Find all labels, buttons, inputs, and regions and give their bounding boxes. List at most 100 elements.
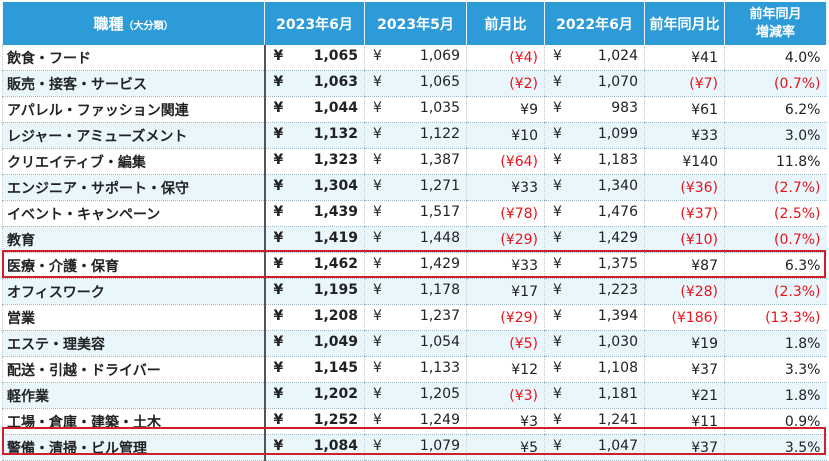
currency-symbol: ¥ xyxy=(553,386,562,402)
wage-value: 1,429 xyxy=(419,256,460,272)
currency-symbol: ¥ xyxy=(373,178,382,194)
yoy-rate-cell: (0.7%) xyxy=(724,226,827,253)
currency-symbol: ¥ xyxy=(553,204,562,220)
currency-symbol: ¥ xyxy=(553,412,562,428)
jun-2022-cell: ¥1,108 xyxy=(544,356,645,383)
yoy-rate-cell: 1.8% xyxy=(724,330,827,357)
currency-symbol: ¥ xyxy=(373,334,382,350)
may-2023-cell: ¥1,065 xyxy=(364,70,467,97)
currency-symbol: ¥ xyxy=(273,74,284,90)
wage-value: 1,030 xyxy=(597,334,638,350)
wage-value: 1,439 xyxy=(313,204,358,220)
jun-2023-cell: ¥1,304 xyxy=(263,174,365,201)
header-jun-2022: 2022年6月 xyxy=(544,2,645,45)
may-2023-cell: ¥1,178 xyxy=(364,278,467,305)
mom-cell: ¥9 xyxy=(466,96,545,123)
table-row: 医療・介護・保育 ¥1,462 ¥1,429 ¥33 ¥1,375 ¥87 6.3% xyxy=(2,252,827,279)
currency-symbol: ¥ xyxy=(553,230,562,246)
wage-value: 1,044 xyxy=(313,100,358,116)
mom-cell: ¥12 xyxy=(466,356,545,383)
wage-value: 1,024 xyxy=(597,48,638,64)
yoy-rate-cell: 3.0% xyxy=(724,122,827,149)
jun-2022-cell: ¥1,223 xyxy=(544,278,645,305)
currency-symbol: ¥ xyxy=(273,438,284,454)
wage-value: 1,223 xyxy=(597,282,638,298)
wage-value: 1,237 xyxy=(419,308,460,324)
table-row: 配送・引越・ドライバー ¥1,145 ¥1,133 ¥12 ¥1,108 ¥37 3.3% xyxy=(2,356,827,383)
wage-value: 1,084 xyxy=(313,438,358,454)
header-mom: 前月比 xyxy=(466,2,545,45)
category-cell: 工場・倉庫・建築・土木 xyxy=(2,408,265,435)
may-2023-cell: ¥1,205 xyxy=(364,382,467,409)
category-cell: 飲食・フード xyxy=(2,45,265,71)
currency-symbol: ¥ xyxy=(373,74,382,90)
jun-2023-cell: ¥1,208 xyxy=(263,304,365,331)
wage-value: 1,099 xyxy=(597,126,638,142)
jun-2023-cell: ¥1,195 xyxy=(263,278,365,305)
currency-symbol: ¥ xyxy=(273,256,284,272)
jun-2023-cell: ¥1,202 xyxy=(263,382,365,409)
jun-2023-cell: ¥1,419 xyxy=(263,226,365,253)
wage-value: 1,517 xyxy=(419,204,460,220)
yoy-cell: (¥10) xyxy=(644,226,725,253)
yoy-rate-cell: (2.7%) xyxy=(724,174,827,201)
currency-symbol: ¥ xyxy=(553,48,562,64)
jun-2022-cell: ¥1,024 xyxy=(544,45,645,71)
may-2023-cell: ¥1,133 xyxy=(364,356,467,383)
may-2023-cell: ¥1,249 xyxy=(364,408,467,435)
mom-cell: (¥29) xyxy=(466,304,545,331)
yoy-cell: ¥41 xyxy=(644,45,725,71)
wage-value: 1,079 xyxy=(419,438,460,454)
table-row: 営業 ¥1,208 ¥1,237 (¥29) ¥1,394 (¥186) (13.3%) xyxy=(2,304,827,331)
currency-symbol: ¥ xyxy=(553,334,562,350)
wage-value: 1,340 xyxy=(597,178,638,194)
currency-symbol: ¥ xyxy=(373,386,382,402)
wage-value: 1,419 xyxy=(313,230,358,246)
wage-value: 1,205 xyxy=(419,386,460,402)
category-cell: オフィスワーク xyxy=(2,278,265,305)
jun-2022-cell: ¥1,340 xyxy=(544,174,645,201)
wage-value: 1,202 xyxy=(313,386,358,402)
jun-2022-cell: ¥1,429 xyxy=(544,226,645,253)
wage-value: 1,178 xyxy=(419,282,460,298)
currency-symbol: ¥ xyxy=(553,100,562,116)
table-row: 飲食・フード ¥1,065 ¥1,069 (¥4) ¥1,024 ¥41 4.0% xyxy=(2,45,827,71)
yoy-cell: ¥87 xyxy=(644,252,725,279)
currency-symbol: ¥ xyxy=(553,282,562,298)
category-cell: 教育 xyxy=(2,226,265,253)
table-row: 教育 ¥1,419 ¥1,448 (¥29) ¥1,429 (¥10) (0.7%) xyxy=(2,226,827,253)
category-cell: イベント・キャンペーン xyxy=(2,200,265,227)
mom-cell: (¥2) xyxy=(466,70,545,97)
header-may-2023: 2023年5月 xyxy=(364,2,467,45)
yoy-cell: (¥186) xyxy=(644,304,725,331)
yoy-cell: (¥36) xyxy=(644,174,725,201)
currency-symbol: ¥ xyxy=(553,178,562,194)
may-2023-cell: ¥1,069 xyxy=(364,45,467,71)
mom-cell: (¥78) xyxy=(466,200,545,227)
currency-symbol: ¥ xyxy=(373,360,382,376)
table-row: 工場・倉庫・建築・土木 ¥1,252 ¥1,249 ¥3 ¥1,241 ¥11 0.9% xyxy=(2,408,827,435)
table-row: エンジニア・サポート・保守 ¥1,304 ¥1,271 ¥33 ¥1,340 (¥36)(… xyxy=(2,174,827,201)
currency-symbol: ¥ xyxy=(273,386,284,402)
jun-2022-cell: ¥983 xyxy=(544,96,645,123)
mom-cell: (¥29) xyxy=(466,226,545,253)
table-row: クリエイティブ・編集 ¥1,323 ¥1,387 (¥64) ¥1,183 ¥140 11.… xyxy=(2,148,827,175)
currency-symbol: ¥ xyxy=(553,74,562,90)
wage-value: 1,323 xyxy=(313,152,358,168)
yoy-rate-cell: 4.0% xyxy=(724,45,827,71)
wage-value: 1,476 xyxy=(597,204,638,220)
wage-value: 1,183 xyxy=(597,152,638,168)
category-cell: 販売・接客・サービス xyxy=(2,70,265,97)
yoy-cell: ¥19 xyxy=(644,330,725,357)
mom-cell: ¥17 xyxy=(466,278,545,305)
wage-value: 1,069 xyxy=(419,48,460,64)
table-body: 飲食・フード ¥1,065 ¥1,069 (¥4) ¥1,024 ¥41 4.0% 販売・接客… xyxy=(2,45,827,461)
wage-value: 1,304 xyxy=(313,178,358,194)
category-cell: レジャー・アミューズメント xyxy=(2,122,265,149)
mom-cell: (¥3) xyxy=(466,382,545,409)
category-cell: クリエイティブ・編集 xyxy=(2,148,265,175)
yoy-cell: (¥7) xyxy=(644,70,725,97)
wage-value: 1,252 xyxy=(313,412,358,428)
jun-2023-cell: ¥1,462 xyxy=(263,252,365,279)
yoy-cell: (¥37) xyxy=(644,200,725,227)
